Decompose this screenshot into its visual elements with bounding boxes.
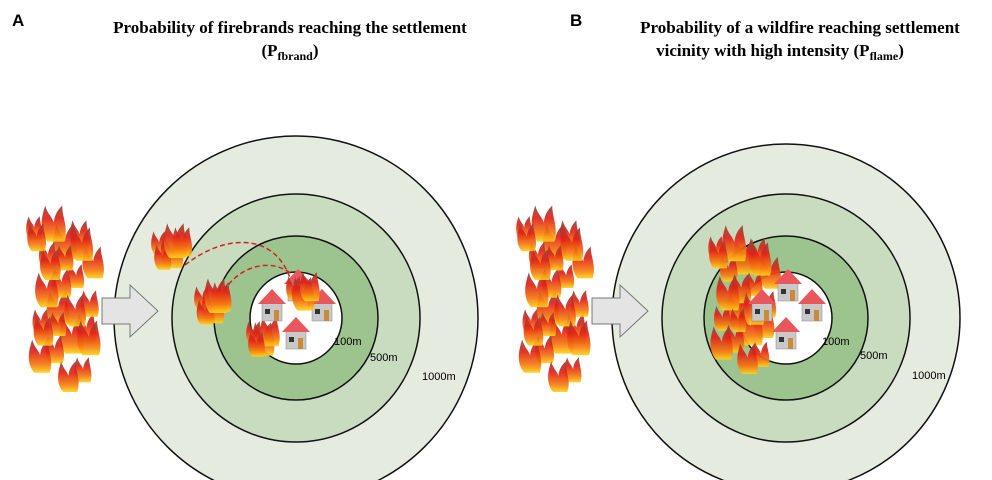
house-door bbox=[790, 290, 795, 301]
title-subscript: flame bbox=[870, 49, 899, 63]
panel-b: B Probability of a wildfire reaching set… bbox=[516, 11, 960, 480]
house-door bbox=[274, 310, 279, 321]
house-window bbox=[805, 309, 810, 314]
flame bbox=[554, 294, 576, 326]
house-door bbox=[788, 338, 793, 349]
title-text: ) bbox=[313, 41, 319, 60]
house-window bbox=[315, 309, 320, 314]
ring-label: 500m bbox=[860, 350, 888, 362]
house-window bbox=[289, 337, 294, 342]
title-text: ) bbox=[898, 41, 904, 60]
flame bbox=[58, 361, 79, 392]
house-door bbox=[298, 338, 303, 349]
flame bbox=[548, 361, 569, 392]
house-window bbox=[265, 309, 270, 314]
title-line: Probability of a wildfire reaching settl… bbox=[640, 18, 960, 37]
title-line: (Pfbrand) bbox=[261, 41, 318, 63]
ring-label: 100m bbox=[822, 336, 850, 348]
house-window bbox=[781, 289, 786, 294]
house-window bbox=[779, 337, 784, 342]
title-text: (P bbox=[261, 41, 277, 60]
house-door bbox=[814, 310, 819, 321]
ring-label: 500m bbox=[370, 352, 398, 364]
panel-letter: B bbox=[570, 11, 582, 30]
title-text: vicinity with high intensity (P bbox=[656, 41, 869, 60]
ring-label: 1000m bbox=[422, 371, 456, 383]
title-line: vicinity with high intensity (Pflame) bbox=[656, 41, 904, 63]
flame bbox=[64, 294, 86, 326]
ring-label: 100m bbox=[334, 336, 362, 348]
ring-label: 1000m bbox=[912, 370, 946, 382]
figure: A Probability of firebrands reaching the… bbox=[0, 0, 992, 480]
title-subscript: fbrand bbox=[278, 49, 314, 63]
house-door bbox=[324, 310, 329, 321]
panel-a: A Probability of firebrands reaching the… bbox=[12, 11, 478, 480]
panel-letter: A bbox=[12, 11, 24, 30]
title-line: Probability of firebrands reaching the s… bbox=[113, 18, 467, 37]
house-window bbox=[755, 309, 760, 314]
house-door bbox=[764, 310, 769, 321]
